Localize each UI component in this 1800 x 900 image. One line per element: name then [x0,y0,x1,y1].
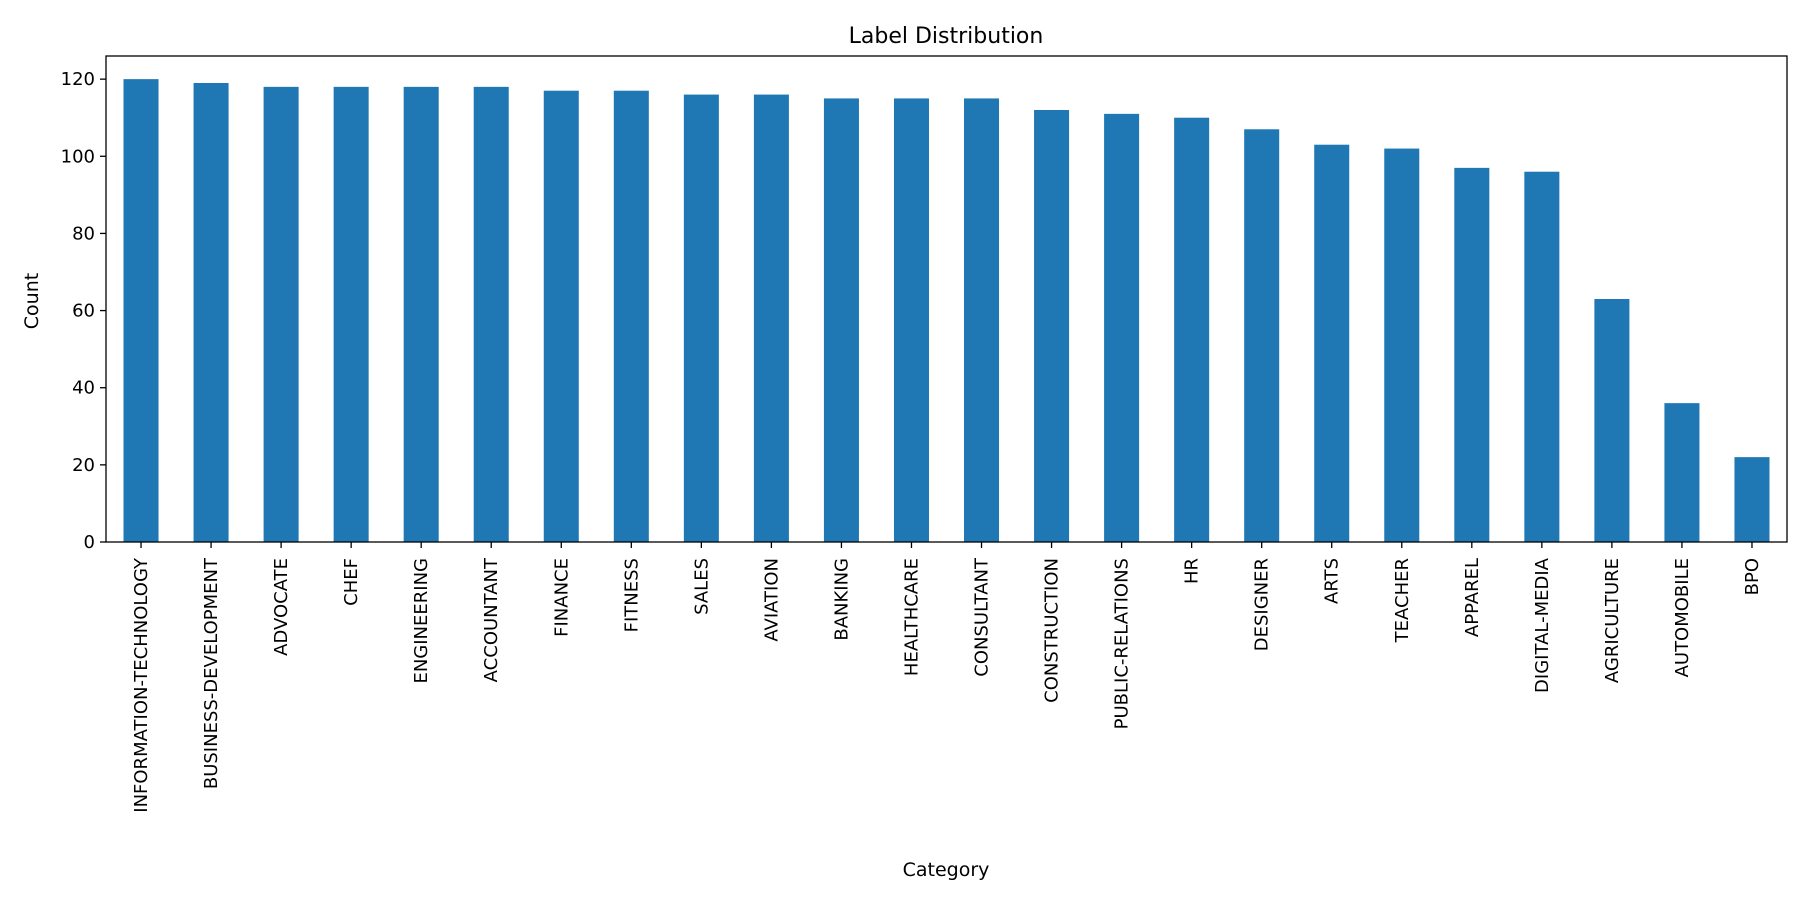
y-tick-label: 40 [72,378,95,399]
chart-title: Label Distribution [849,24,1044,49]
x-tick-label: FINANCE [551,558,572,637]
x-tick-label: DESIGNER [1252,558,1273,651]
y-axis-ticks: 0 20 40 60 80 100 120 [61,69,106,553]
plot-frame [105,55,1788,543]
y-tick-label: 20 [72,455,95,476]
bar-bpo [1734,457,1770,542]
y-tick-label: 0 [84,532,95,553]
x-tick-label: SALES [691,558,712,615]
bar-fitness [613,90,649,542]
x-tick-label: PUBLIC-RELATIONS [1112,558,1133,729]
x-tick-label: AVIATION [761,558,782,642]
bar-consultant [964,98,1000,542]
bar-business-development [193,83,229,542]
bar-chef [333,86,369,542]
bars-layer [123,79,1770,543]
bar-engineering [403,86,439,542]
bar-banking [823,98,859,542]
bar-sales [683,94,719,543]
bar-apparel [1454,167,1490,542]
bar-designer [1244,129,1280,543]
x-tick-label: AGRICULTURE [1602,558,1623,683]
x-tick-label: CONSTRUCTION [1042,558,1063,703]
x-tick-label: FITNESS [621,558,642,632]
bar-finance [543,90,579,542]
x-tick-label: AUTOMOBILE [1672,558,1693,677]
bar-advocate [263,86,299,542]
x-tick-label: CHEF [341,558,362,606]
x-tick-label: APPAREL [1462,558,1483,637]
bar-accountant [473,86,509,542]
bar-construction [1034,110,1070,542]
bar-aviation [753,94,789,543]
x-axis-label: Category [903,859,990,881]
bar-public-relations [1104,113,1140,542]
x-tick-label: INFORMATION-TECHNOLOGY [131,557,152,813]
bar-information-technology [123,79,159,543]
bar-healthcare [893,98,929,542]
x-tick-label: HR [1182,558,1203,584]
x-tick-label: HEALTHCARE [901,558,922,676]
bar-automobile [1664,403,1700,542]
y-axis-label: Count [21,273,43,329]
y-tick-label: 80 [72,223,95,244]
y-tick-label: 60 [72,301,95,322]
bar-arts [1314,144,1350,542]
x-tick-label: ENGINEERING [411,558,432,684]
x-tick-label: BPO [1742,558,1763,595]
x-tick-label: BUSINESS-DEVELOPMENT [201,557,222,789]
bar-hr [1174,117,1210,542]
y-tick-label: 120 [61,69,95,90]
x-tick-label: ARTS [1322,558,1343,604]
x-tick-label: DIGITAL-MEDIA [1532,557,1553,693]
bar-teacher [1384,148,1420,543]
x-tick-label: CONSULTANT [972,557,993,677]
x-axis-ticks: INFORMATION-TECHNOLOGY BUSINESS-DEVELOPME… [131,542,1763,813]
x-tick-label: BANKING [831,558,852,641]
x-tick-label: TEACHER [1392,558,1413,643]
y-tick-label: 100 [61,146,95,167]
bar-agriculture [1594,299,1630,542]
bar-digital-media [1524,171,1560,542]
x-tick-label: ADVOCATE [271,558,292,656]
x-tick-label: ACCOUNTANT [481,557,502,682]
